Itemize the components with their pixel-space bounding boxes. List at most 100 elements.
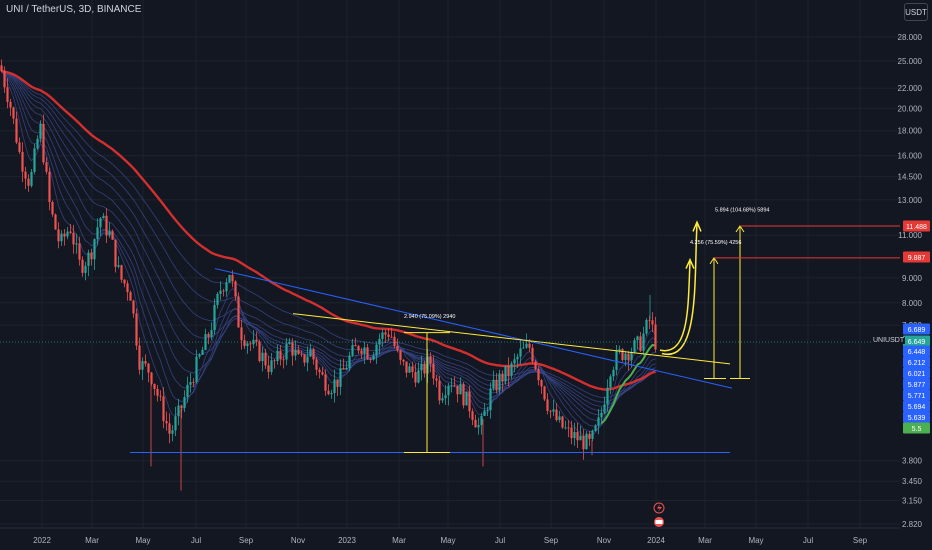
candle-body [531,347,534,362]
x-tick-label: Sep [544,536,559,545]
candle-body [480,415,483,425]
x-tick-label: Mar [698,536,712,545]
candle-body [651,320,654,325]
candle-body [513,359,516,364]
measure-annotation: 5.894 (104.68%) 5894 [715,208,769,214]
candle-body [66,231,69,237]
candle-body [519,348,522,357]
candle-body [90,252,93,260]
candle-body [363,347,366,354]
x-tick-label: May [748,536,763,545]
candle-body [21,151,24,172]
candle-body [624,353,627,360]
y-tick-label: 25.000 [898,57,923,66]
candle-body [336,379,339,387]
candle-body [306,356,309,363]
candle-body [114,239,117,267]
x-tick-label: Mar [392,536,406,545]
candle-body [192,382,195,383]
candle-body [162,396,165,422]
candle-body [543,386,546,400]
price-label-box [903,400,930,412]
candle-body [267,365,270,372]
y-tick-label: 28.000 [898,33,923,42]
candle-body [438,380,441,401]
candle-body [372,355,375,360]
price-label-box [903,422,930,434]
candle-body [585,433,588,450]
candle-body [183,397,186,408]
candle-body [201,349,204,355]
candle-body [588,433,591,439]
candle-body [615,350,618,370]
candle-body [258,341,261,362]
candle-body [369,358,372,360]
candle-body [348,355,351,369]
measure-annotation: 2.940 (75.09%) 2940 [404,314,455,320]
candle-body [312,349,315,360]
candle-body [9,101,12,108]
candle-body [144,361,147,364]
candle-body [576,431,579,441]
candle-body [309,349,312,357]
candle-body [333,379,336,394]
candle-body [42,123,45,163]
candle-body [342,368,345,370]
candle-body [168,423,171,434]
candle-body [15,118,18,143]
candle-body [489,388,492,411]
candle-body [270,360,273,372]
candle-body [228,275,231,283]
lightning-icon-glyph [657,504,662,512]
candle-body [579,435,582,441]
x-tick-label: Jul [803,536,813,545]
candle-body [645,319,648,334]
y-tick-label: 11.000 [898,231,922,240]
candle-body [630,351,633,361]
event-markers[interactable] [653,502,665,527]
candle-body [135,313,138,346]
price-label-box [903,378,930,390]
price-label-box [903,345,930,357]
time-axis[interactable]: 2022 Mar May Jul Sep Nov 2023 Mar May Jul Sep Nov 20… [33,536,868,545]
candle-body [468,391,471,412]
candle-body [294,349,297,356]
symbol-tag: UNIUSDT [872,337,906,344]
projection-curve [659,261,691,352]
price-label-box [903,367,930,379]
candle-body [30,171,33,186]
candle-body [249,343,252,345]
x-tick-label: May [135,536,150,545]
candle-body [0,65,3,72]
price-label-box [903,220,930,232]
candle-body [474,419,477,428]
candle-body [102,215,105,219]
ma-fast-line [600,343,656,424]
candle-body [558,416,561,421]
candle-body [84,265,87,273]
candle-body [534,361,537,370]
price-label-text: 5.694 [908,404,926,411]
candle-body [150,372,153,384]
candle-body [444,395,447,399]
candle-body [402,359,405,362]
candle-body [48,171,51,202]
price-label-text: 5.771 [908,393,926,400]
measure-annotation: 4.256 (75.59%) 4256 [690,240,741,246]
candle-body [453,385,456,387]
currency-button[interactable]: USDT [904,3,928,21]
candle-body [189,382,192,385]
moving-average-ribbon [1,70,656,438]
candle-body [75,243,78,245]
candle-body [429,356,432,364]
candle-body [357,346,360,351]
candle-body [288,342,291,344]
candle-body [96,227,99,240]
candle-body [351,345,354,356]
candle-body [303,354,306,363]
candle-body [597,417,600,426]
price-axis[interactable]: 28.000 25.000 22.000 20.000 18.000 16.000 14.5… [898,33,923,529]
price-label-text: 5.5 [912,426,922,433]
candle-body [396,345,399,351]
